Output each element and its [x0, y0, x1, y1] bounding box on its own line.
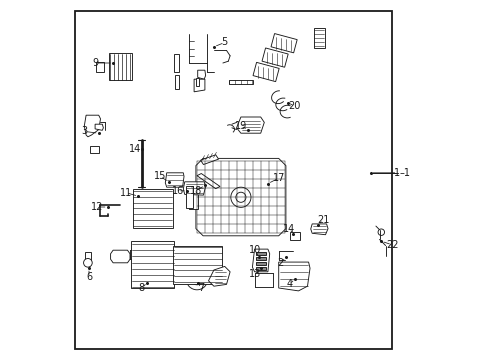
Bar [256, 267, 266, 270]
Bar [313, 28, 325, 48]
Text: 20: 20 [288, 101, 301, 111]
Text: 16: 16 [171, 186, 183, 196]
Bar [196, 78, 199, 86]
Bar [131, 241, 174, 288]
Bar [262, 48, 287, 67]
Text: 13: 13 [249, 269, 261, 279]
Text: 17: 17 [272, 173, 285, 183]
Circle shape [235, 192, 245, 202]
Bar [256, 262, 266, 265]
Circle shape [83, 258, 92, 267]
Polygon shape [84, 115, 101, 137]
Polygon shape [110, 250, 130, 263]
Text: 9: 9 [92, 58, 98, 68]
Text: 22: 22 [385, 240, 398, 250]
Polygon shape [95, 124, 103, 130]
Polygon shape [197, 70, 205, 79]
Text: 8: 8 [139, 283, 144, 293]
Bar [132, 189, 172, 228]
Bar [173, 246, 222, 284]
Text: 1: 1 [394, 168, 400, 178]
Text: 7: 7 [198, 283, 204, 293]
Polygon shape [183, 182, 205, 195]
Bar [174, 75, 179, 89]
Text: 3: 3 [81, 126, 87, 136]
Bar [90, 146, 99, 153]
Text: –1: –1 [399, 168, 409, 178]
Text: 21: 21 [316, 215, 328, 225]
Circle shape [194, 277, 199, 281]
Polygon shape [208, 266, 230, 286]
Bar [75, 11, 391, 349]
Bar [108, 53, 132, 80]
Text: 10: 10 [249, 245, 261, 255]
Polygon shape [165, 173, 183, 187]
Bar [85, 252, 91, 262]
Bar [186, 186, 193, 208]
Bar [270, 33, 297, 53]
Text: 18: 18 [189, 186, 202, 196]
Polygon shape [252, 249, 269, 272]
Text: 11: 11 [120, 188, 132, 198]
Circle shape [186, 268, 207, 290]
Bar [289, 232, 299, 240]
Polygon shape [236, 117, 264, 133]
Circle shape [230, 187, 250, 207]
Text: 12: 12 [91, 202, 103, 212]
Text: 2: 2 [277, 258, 283, 268]
Bar [256, 252, 266, 255]
Polygon shape [197, 174, 220, 189]
Text: 14: 14 [283, 224, 295, 234]
Text: 19: 19 [234, 121, 246, 131]
Text: 14: 14 [128, 144, 141, 154]
Bar [256, 257, 266, 260]
Polygon shape [194, 79, 204, 92]
Bar [188, 186, 198, 209]
Text: 15: 15 [153, 171, 166, 181]
Polygon shape [310, 224, 327, 235]
Bar [173, 54, 178, 72]
Text: 5: 5 [221, 37, 227, 48]
Text: 4: 4 [286, 279, 292, 289]
Circle shape [191, 273, 203, 285]
Circle shape [377, 229, 384, 235]
Polygon shape [196, 158, 285, 236]
Polygon shape [200, 155, 218, 165]
Bar [228, 80, 253, 85]
Bar [252, 62, 279, 82]
Bar [96, 62, 103, 72]
Text: 6: 6 [86, 272, 92, 282]
Polygon shape [278, 262, 309, 291]
